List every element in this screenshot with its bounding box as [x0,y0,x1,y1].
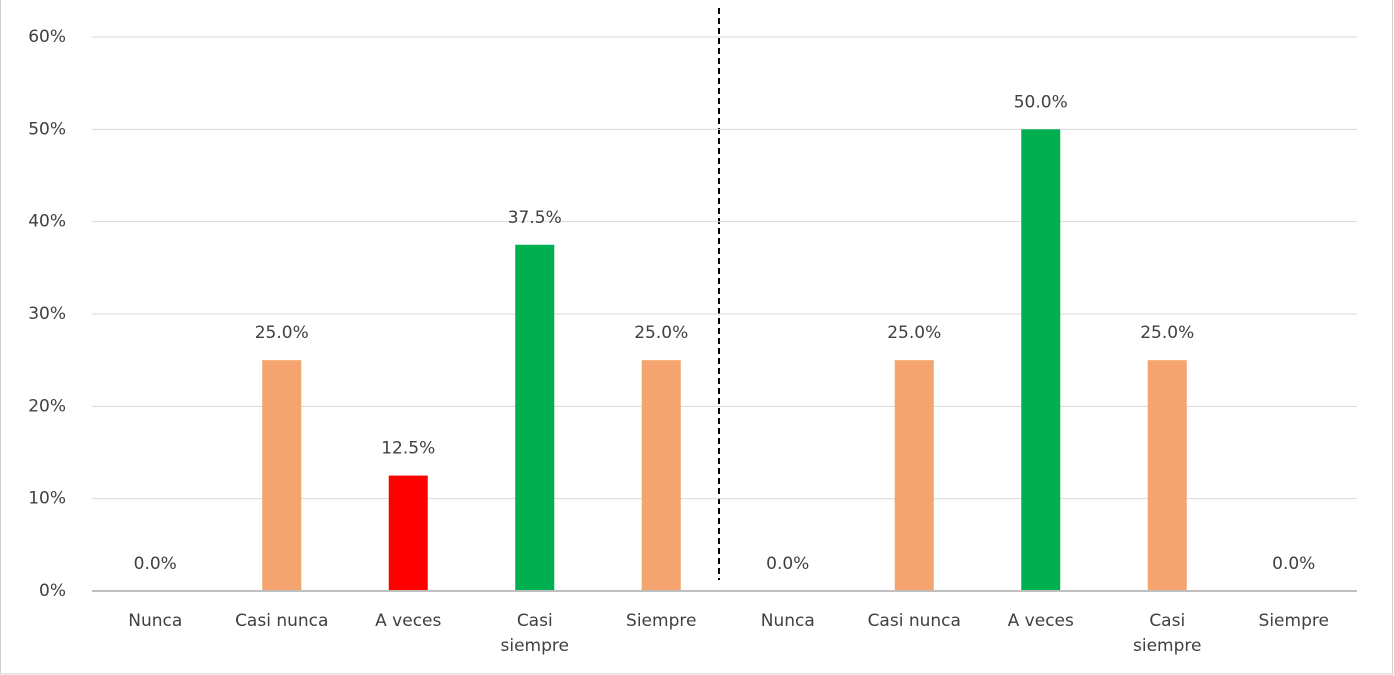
data-label: 0.0% [1272,554,1315,574]
data-label: 25.0% [255,323,309,343]
bar [641,360,681,591]
data-label: 12.5% [381,439,435,459]
x-tick-label-line: siempre [501,636,569,656]
data-label: 25.0% [887,323,941,343]
y-tick-label: 0% [39,581,66,601]
x-tick-label: A veces [375,611,441,631]
x-tick-label: Casi nunca [868,611,961,631]
data-label: 37.5% [508,208,562,228]
x-tick-label-line: Casi [517,611,553,631]
bar [262,360,302,591]
y-tick-label: 10% [28,489,66,509]
x-tick-label: Casi nunca [235,611,328,631]
data-label: 0.0% [134,554,177,574]
data-label: 25.0% [634,323,688,343]
x-tick-label-line: Casi [1149,611,1185,631]
data-label: 25.0% [1140,323,1194,343]
x-tick-label: Casi siempre [1133,611,1201,656]
x-tick-label: Siempre [626,611,696,631]
bar [894,360,934,591]
y-tick-label: 30% [28,304,66,324]
x-tick-label: Siempre [1259,611,1329,631]
bar [515,244,555,591]
x-tick-label: Nunca [128,611,182,631]
y-tick-label: 40% [28,212,66,232]
data-label: 0.0% [766,554,809,574]
y-tick-label: 60% [28,27,66,47]
bar [1021,129,1061,592]
bar [1147,360,1187,591]
y-tick-label: 20% [28,396,66,416]
x-tick-label: Nunca [761,611,815,631]
x-tick-label: Casi siempre [501,611,569,656]
bar [388,475,428,591]
y-tick-label: 50% [28,119,66,139]
x-tick-label: A veces [1008,611,1074,631]
x-tick-label-line: siempre [1133,636,1201,656]
data-label: 50.0% [1014,92,1068,112]
